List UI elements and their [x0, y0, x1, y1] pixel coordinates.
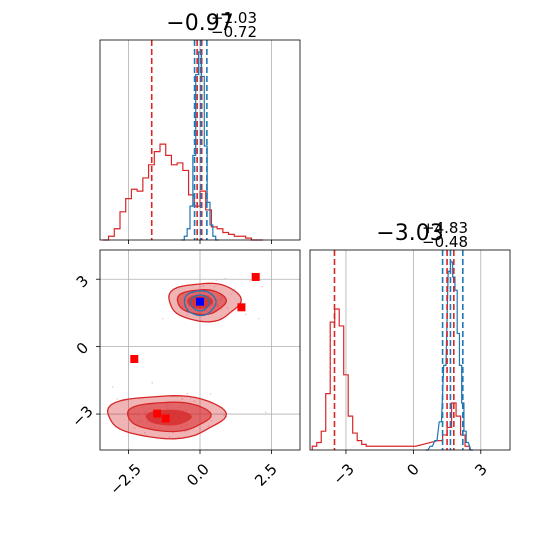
y-tick-label: 0: [73, 339, 92, 358]
y-tick-label: −3: [68, 402, 96, 430]
sample-point: [207, 425, 210, 427]
hist-blue-param2: [425, 261, 473, 451]
sample-point: [261, 285, 263, 288]
marginal-param1-frame: [99, 39, 301, 241]
y-tick-label: 3: [73, 272, 92, 291]
sample-point: [226, 306, 229, 309]
marginal-param2-panel: [309, 249, 511, 454]
title-param1-sub: −0.72: [211, 23, 257, 41]
marginal-param1-panel: [99, 39, 301, 244]
marker-red: [153, 409, 162, 418]
x-tick-label: 2.5: [251, 460, 281, 490]
marker-red: [130, 354, 139, 363]
title-param1: −0.97: [166, 11, 233, 36]
x-tick-label: −3: [329, 460, 357, 488]
sample-point: [186, 313, 189, 316]
sample-point: [116, 398, 119, 400]
sample-point: [168, 436, 171, 438]
y-tick-labels-joint: 3 0 −3: [68, 272, 96, 431]
sample-point: [209, 393, 212, 395]
sample-point: [245, 313, 247, 316]
sample-point: [133, 427, 136, 430]
sample-point: [172, 431, 174, 434]
sample-point: [186, 392, 189, 395]
sample-point: [249, 280, 251, 282]
marker-blue: [196, 297, 204, 306]
x-tick-labels-joint: −2.5 0.0 2.5: [106, 460, 280, 498]
x-tick-label: −2.5: [106, 460, 144, 498]
sample-point: [211, 420, 213, 422]
sample-point: [264, 411, 267, 414]
sample-point: [202, 285, 205, 287]
sample-point: [230, 293, 233, 295]
contour-blue-outer: [183, 290, 217, 317]
title-param1-sup: +1.03: [211, 9, 257, 27]
hist-red-param2: [311, 308, 471, 450]
contour-blue-inner: [190, 294, 210, 312]
sample-point: [213, 285, 216, 288]
sample-point: [181, 397, 184, 400]
title-param2-sup: +4.83: [422, 219, 468, 237]
sample-point: [151, 382, 154, 384]
sample-point: [257, 317, 260, 320]
sample-point: [161, 317, 164, 320]
sample-point: [220, 308, 223, 310]
sample-point: [223, 414, 225, 416]
sample-point: [184, 430, 186, 433]
marker-red: [251, 272, 260, 281]
joint-frame: [99, 249, 301, 451]
sample-point: [193, 400, 196, 402]
title-param2-sub: −0.48: [422, 233, 468, 251]
x-tick-label: 0: [403, 460, 422, 479]
x-tick-label: 0.0: [183, 460, 213, 490]
marginal-param2-frame: [309, 249, 511, 451]
sample-point: [144, 431, 146, 434]
marker-red: [237, 303, 246, 312]
sample-point: [215, 279, 217, 281]
x-tick-labels-param2: −3 0 3: [329, 460, 490, 488]
title-param2: −3.03: [376, 221, 443, 246]
x-tick-label: 3: [471, 460, 490, 479]
joint-panel: [96, 249, 301, 454]
hist-red-param1: [102, 143, 263, 241]
marker-red: [161, 414, 170, 423]
sample-point: [111, 386, 114, 388]
sample-point: [224, 277, 227, 280]
